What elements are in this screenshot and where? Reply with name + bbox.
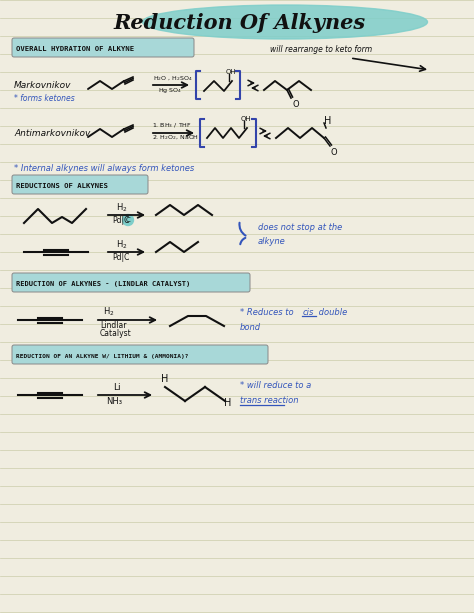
Text: * will reduce to a: * will reduce to a	[240, 381, 311, 389]
FancyBboxPatch shape	[12, 345, 268, 364]
Text: H$_2$: H$_2$	[116, 238, 128, 251]
Text: Li: Li	[113, 383, 120, 392]
Text: double: double	[316, 308, 347, 316]
Text: alkyne: alkyne	[258, 237, 286, 245]
Text: O: O	[331, 148, 337, 157]
Text: NH₃: NH₃	[106, 397, 122, 406]
Text: trans reaction: trans reaction	[240, 395, 299, 405]
FancyBboxPatch shape	[12, 38, 194, 57]
Text: OH: OH	[226, 69, 237, 75]
Text: H: H	[161, 374, 168, 384]
Text: Pd|C: Pd|C	[112, 253, 129, 262]
Text: Hg SO$_4$: Hg SO$_4$	[158, 85, 182, 94]
Text: OVERALL HYDRATION OF ALKYNE: OVERALL HYDRATION OF ALKYNE	[16, 46, 134, 52]
Text: * Internal alkynes will always form ketones: * Internal alkynes will always form keto…	[14, 164, 194, 172]
Text: Markovnikov: Markovnikov	[14, 80, 72, 89]
Text: Catalyst: Catalyst	[100, 329, 132, 338]
Text: REDUCTIONS OF ALKYNES: REDUCTIONS OF ALKYNES	[16, 183, 108, 189]
Text: 2. H$_2$O$_2$, NaOH: 2. H$_2$O$_2$, NaOH	[152, 134, 199, 142]
Text: * forms ketones: * forms ketones	[14, 94, 75, 102]
Text: Antimarkovnikov: Antimarkovnikov	[14, 129, 91, 137]
Text: REDUCTION OF ALKYNES - (LINDLAR CATALYST): REDUCTION OF ALKYNES - (LINDLAR CATALYST…	[16, 281, 190, 287]
FancyBboxPatch shape	[12, 273, 250, 292]
Text: Lindlar: Lindlar	[100, 321, 127, 330]
Text: C: C	[126, 217, 130, 223]
Text: REDUCTION OF AN ALKYNE W/ LITHIUM & (AMMONIA)?: REDUCTION OF AN ALKYNE W/ LITHIUM & (AMM…	[16, 354, 189, 359]
Circle shape	[122, 215, 134, 226]
Text: does not stop at the: does not stop at the	[258, 223, 342, 232]
Text: 1. BH$_3$ / THF: 1. BH$_3$ / THF	[152, 121, 192, 131]
Text: * Reduces to: * Reduces to	[240, 308, 296, 316]
Text: H$_2$: H$_2$	[103, 306, 115, 318]
Text: H: H	[324, 116, 331, 126]
Text: Pd|C: Pd|C	[112, 216, 129, 224]
Text: bond: bond	[240, 322, 261, 332]
Text: Reduction Of Alkynes: Reduction Of Alkynes	[114, 13, 366, 33]
Text: O: O	[293, 100, 300, 109]
FancyBboxPatch shape	[12, 175, 148, 194]
Text: cis: cis	[303, 308, 314, 316]
Text: H$_2$: H$_2$	[116, 202, 128, 215]
Text: H: H	[224, 398, 231, 408]
Text: will rearrange to keto form: will rearrange to keto form	[270, 45, 372, 53]
Text: OH: OH	[241, 116, 252, 122]
Ellipse shape	[143, 5, 428, 39]
Text: H$_2$O , H$_2$SO$_4$: H$_2$O , H$_2$SO$_4$	[153, 75, 193, 83]
